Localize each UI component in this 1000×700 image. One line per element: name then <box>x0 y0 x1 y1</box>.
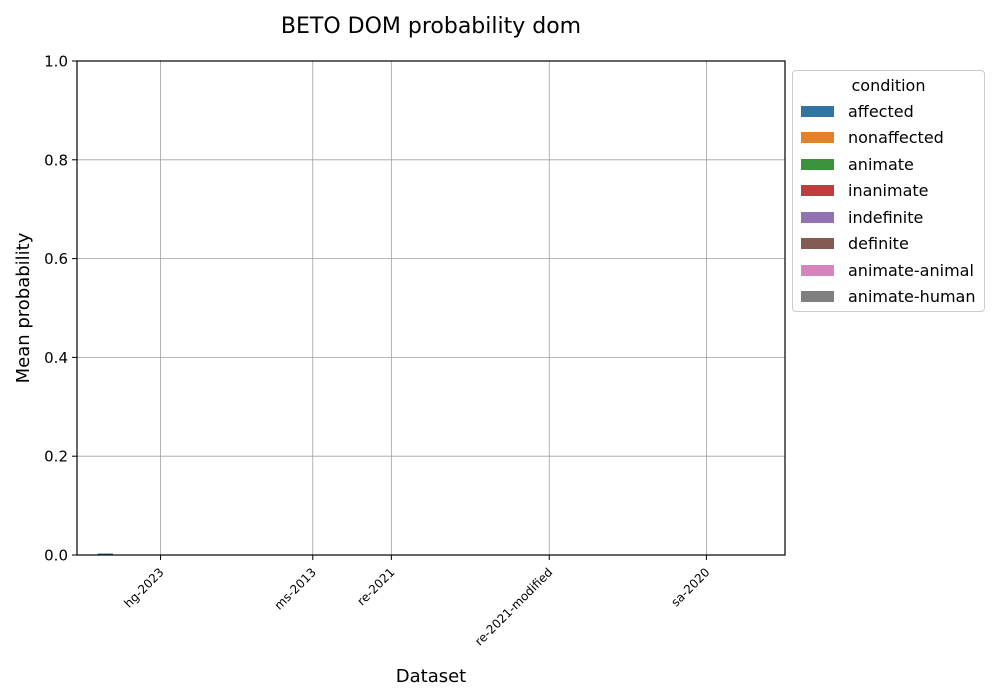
x-tick-label: re-2021 <box>354 565 397 608</box>
y-tick-label: 1.0 <box>44 53 68 71</box>
plot-frame <box>76 60 786 556</box>
legend-title: condition <box>851 76 926 95</box>
legend-item: animate-human <box>801 287 975 307</box>
legend-item: animate-animal <box>801 260 974 280</box>
legend-label: indefinite <box>848 207 924 227</box>
legend-label: inanimate <box>848 181 929 200</box>
legend-swatch <box>801 105 834 117</box>
legend-swatch <box>801 211 834 223</box>
y-tick-label: 0.0 <box>44 547 68 565</box>
legend-label: definite <box>848 234 909 253</box>
y-tick-label: 0.2 <box>44 448 68 466</box>
legend-label: animate-human <box>848 287 976 306</box>
grid-lines <box>77 61 785 555</box>
legend-item: nonaffected <box>801 128 944 148</box>
legend-label: nonaffected <box>848 128 944 147</box>
x-tick-label: sa-2020 <box>668 565 712 609</box>
y-tick-label: 0.6 <box>44 250 68 268</box>
legend-label: affected <box>848 101 914 121</box>
bars <box>97 553 113 555</box>
y-axis-label: Mean probability <box>13 232 34 383</box>
legend-item: animate <box>801 154 914 174</box>
y-tick-label: 0.4 <box>44 349 68 367</box>
legend-swatch <box>801 132 834 143</box>
chart-title: BETO DOM probability dom <box>281 14 581 39</box>
x-tick-label: re-2021-modified <box>472 565 555 648</box>
x-tick-label: ms-2013 <box>272 565 319 612</box>
bar-affected <box>97 553 113 555</box>
legend-swatch <box>801 185 834 196</box>
legend-label: animate <box>848 154 914 174</box>
legend-item: inanimate <box>801 181 928 201</box>
legend-item: affected <box>801 101 914 121</box>
legend: condition affected nonaffected animate inan… <box>792 70 985 312</box>
legend-item: definite <box>801 234 909 254</box>
legend-swatch <box>801 158 834 170</box>
legend-swatch <box>801 238 834 249</box>
x-axis-ticks: hg-2023 ms-2013 re-2021 re-2021-modified sa-… <box>121 555 713 649</box>
legend-swatch <box>801 264 834 276</box>
y-tick-label: 0.8 <box>44 151 68 169</box>
x-axis-label: Dataset <box>396 666 467 687</box>
legend-swatch <box>801 291 834 302</box>
x-tick-label: hg-2023 <box>121 565 166 610</box>
y-axis-ticks: 0.0 0.2 0.4 0.6 0.8 1.0 <box>44 53 77 565</box>
legend-label: animate-animal <box>848 260 974 280</box>
legend-item: indefinite <box>801 207 923 227</box>
